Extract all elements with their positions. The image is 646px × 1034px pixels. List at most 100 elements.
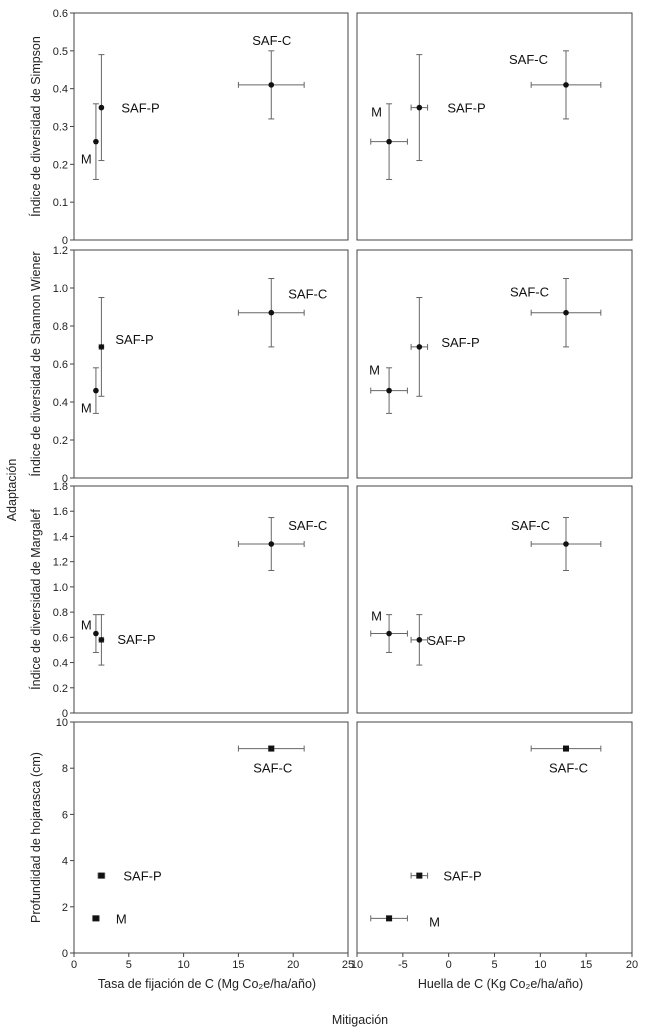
y-tick-label: 0 — [62, 948, 68, 960]
point-saf-c: SAF-C — [237, 278, 327, 348]
y-tick-label: 0 — [62, 473, 68, 485]
y-tick-label: 1.0 — [53, 283, 68, 295]
x-tick-label: 10 — [534, 959, 546, 971]
point-label: SAF-C — [288, 287, 327, 302]
point-label: SAF-C — [253, 761, 292, 776]
marker — [416, 637, 423, 643]
marker — [386, 915, 393, 922]
marker — [563, 82, 569, 88]
x-tick-label: 15 — [580, 959, 592, 971]
y-tick-label: 0 — [62, 708, 68, 720]
x-tick-label: 20 — [626, 959, 638, 971]
point-label: SAF-C — [509, 52, 548, 67]
point-label: SAF-C — [510, 285, 549, 300]
marker — [93, 630, 99, 637]
point-saf-p: SAF-P — [410, 869, 482, 884]
point-m: M — [81, 614, 99, 653]
point-saf-c: SAF-C — [509, 50, 602, 120]
panel-frame — [73, 249, 349, 479]
x-tick-label: -5 — [398, 959, 408, 971]
panel-4: M SAF-P SAF-C — [356, 249, 633, 479]
marker — [563, 745, 569, 752]
x-tick-label: 20 — [287, 959, 299, 971]
y-tick-label: 4 — [62, 856, 68, 868]
y-tick-label: 0.6 — [53, 359, 68, 371]
point-label: SAF-C — [511, 518, 550, 533]
marker — [563, 541, 569, 547]
y-super-label: Adaptación — [5, 459, 19, 522]
y-tick-label: 0.2 — [53, 435, 68, 447]
x-tick-label: 10 — [351, 959, 363, 971]
point-m: M — [370, 103, 408, 180]
marker — [268, 309, 275, 316]
y-tick-label: 1.6 — [53, 506, 68, 518]
point-saf-c: SAF-C — [237, 33, 305, 120]
panel-frame — [73, 721, 349, 954]
x-tick-label: 5 — [126, 959, 132, 971]
point-label: M — [81, 401, 92, 416]
y-tick-label: 0.8 — [53, 321, 68, 333]
y-tick-label: 0.3 — [53, 122, 68, 134]
point-saf-c: SAF-C — [511, 517, 602, 571]
y-axis-label: Índice de diversidad de Shannon Wiener — [28, 251, 43, 476]
point-label: SAF-P — [117, 632, 155, 647]
point-label: M — [371, 609, 382, 624]
point-m: M — [370, 609, 408, 653]
point-saf-c: SAF-C — [510, 278, 602, 348]
x-tick-label: 10 — [177, 959, 189, 971]
point-label: SAF-C — [549, 761, 588, 776]
point-label: SAF-P — [447, 101, 485, 116]
marker — [93, 387, 99, 394]
point-label: SAF-P — [115, 332, 153, 347]
point-label: M — [116, 911, 127, 926]
panel-frame — [356, 249, 633, 479]
marker — [416, 104, 423, 111]
point-label: SAF-C — [252, 33, 291, 48]
x-tick-label: 0 — [71, 959, 77, 971]
y-tick-label: 10 — [56, 717, 68, 729]
panel-frame — [73, 485, 349, 714]
y-tick-label: 0.1 — [53, 197, 68, 209]
point-m: M — [81, 103, 99, 180]
y-tick-label: 1.4 — [53, 531, 68, 543]
point-label: SAF-C — [288, 518, 327, 533]
point-saf-p: SAF-P — [97, 869, 162, 884]
point-m: M — [81, 367, 99, 416]
marker — [93, 138, 99, 145]
point-m: M — [369, 363, 408, 414]
marker — [98, 344, 105, 350]
point-saf-p: SAF-P — [98, 54, 160, 162]
point-label: SAF-P — [427, 633, 465, 648]
point-m: M — [92, 911, 127, 926]
panel-6: M SAF-P SAF-C — [356, 485, 633, 714]
point-label: M — [429, 914, 440, 929]
marker — [386, 630, 392, 637]
point-saf-p: SAF-P — [410, 614, 466, 666]
point-saf-c: SAF-C — [530, 745, 602, 776]
y-tick-label: 0 — [62, 235, 68, 247]
point-saf-p: SAF-P — [410, 297, 480, 397]
y-tick-label: 0.4 — [53, 84, 68, 96]
panel-frame — [356, 12, 633, 241]
point-m: M — [370, 914, 440, 929]
panel-1: 0 0.1 0.2 0.3 0.4 0.5 0.6 Índice de diversidad … — [28, 8, 349, 247]
marker — [268, 745, 275, 752]
y-tick-label: 0.5 — [53, 46, 68, 58]
panel-frame — [73, 12, 349, 241]
panel-2: M SAF-P SAF-C — [356, 12, 633, 241]
y-tick-label: 0.6 — [53, 632, 68, 644]
point-label: SAF-P — [121, 101, 159, 116]
y-tick-label: 0.4 — [53, 658, 68, 670]
x-tick-label: 0 — [446, 959, 452, 971]
x-tick-label: 15 — [232, 959, 244, 971]
marker — [98, 637, 105, 643]
y-tick-label: 1.2 — [53, 557, 68, 569]
marker — [268, 541, 275, 547]
point-label: SAF-P — [443, 869, 481, 884]
marker — [386, 387, 392, 394]
y-tick-label: 6 — [62, 809, 68, 821]
panel-frame — [356, 485, 633, 714]
point-saf-c: SAF-C — [237, 745, 305, 776]
marker — [98, 104, 105, 111]
